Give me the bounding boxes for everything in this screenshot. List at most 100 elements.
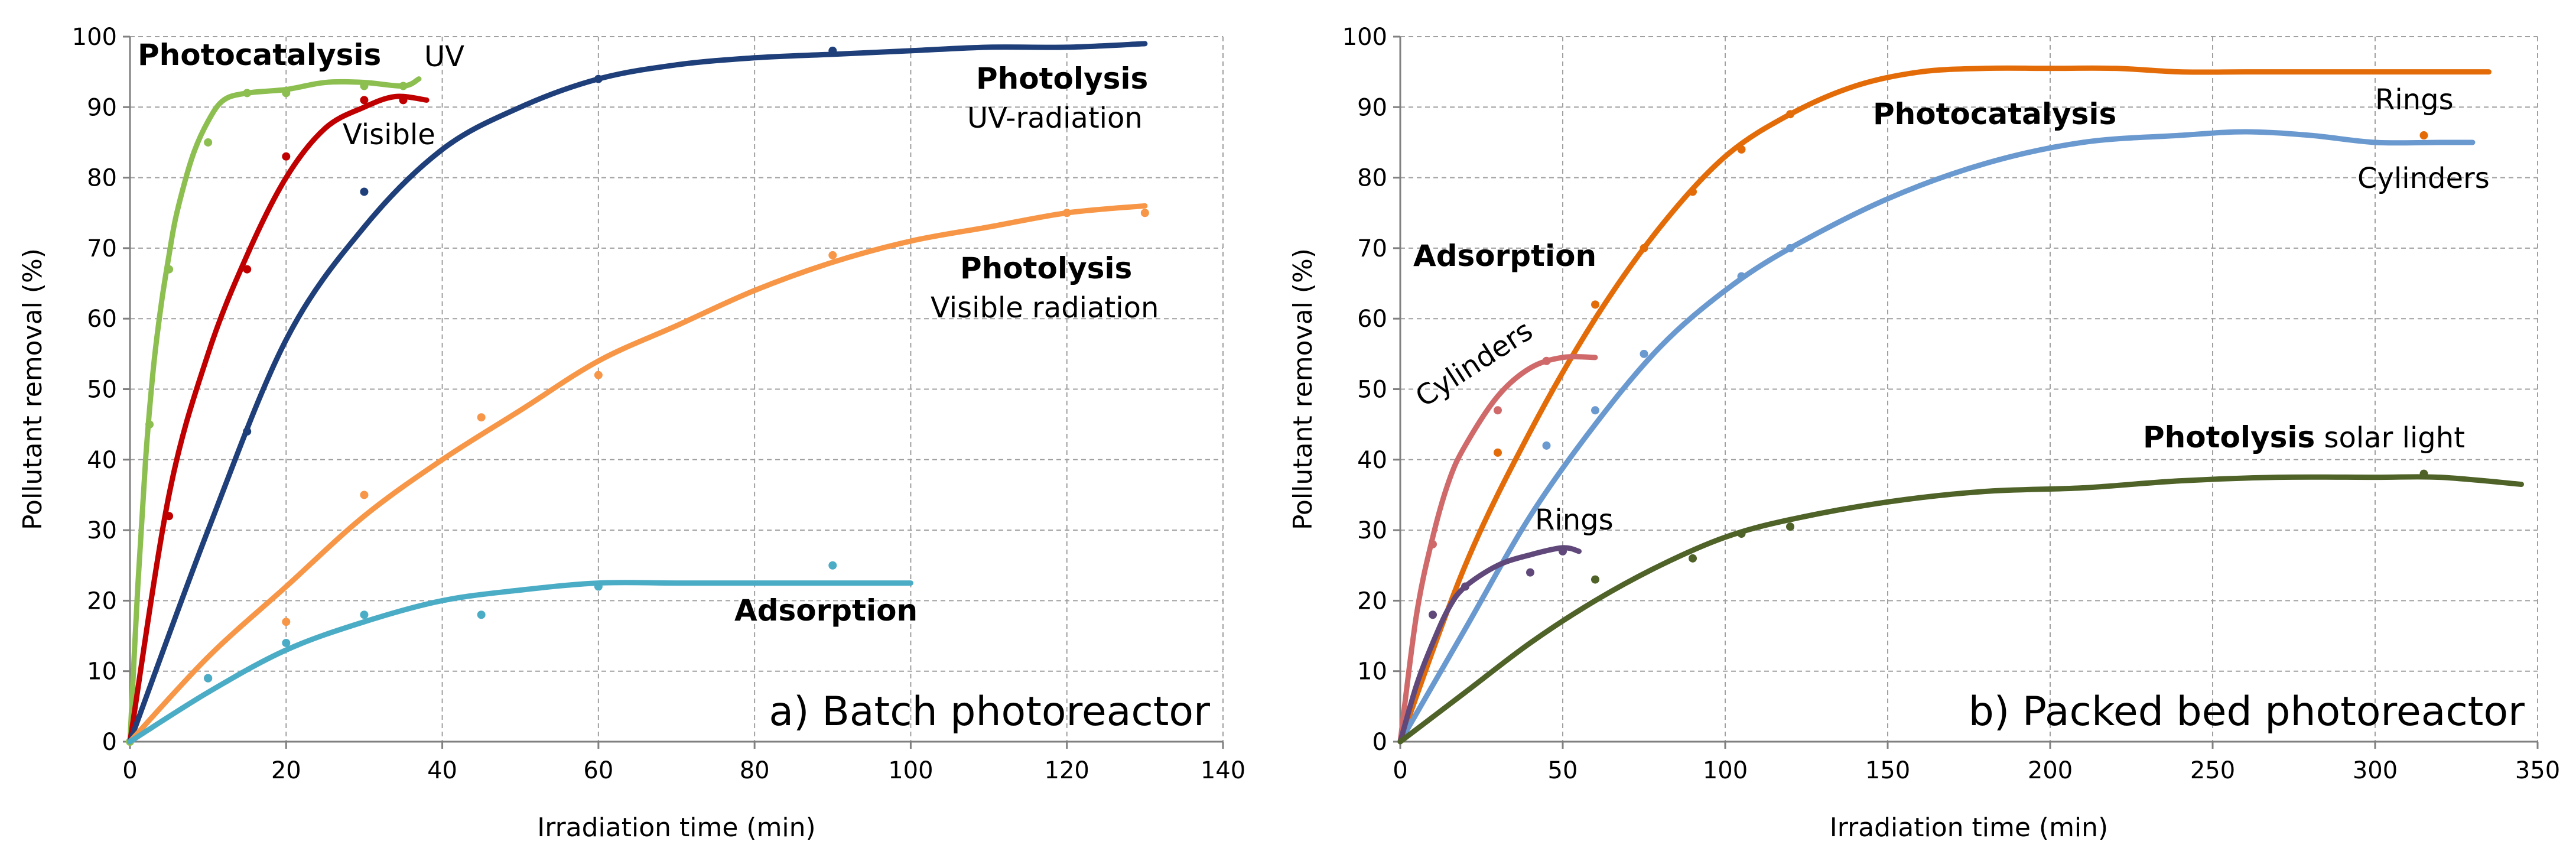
- data-point-b-photocatalysis-rings: [1689, 187, 1697, 196]
- annotation-photolysis-b: Photolysis: [2143, 420, 2315, 454]
- fit-line-a-photolysis-uv-radiation: [127, 41, 1148, 745]
- x-axis-title-a: Irradiation time (min): [537, 813, 815, 843]
- annotation-adsorption-a: Adsorption: [734, 593, 918, 628]
- panel-a-annotations: Photocatalysis UV Visible Photolysis UV-…: [138, 38, 1159, 628]
- x-tick-label-b: 250: [2190, 757, 2235, 784]
- data-point-b-adsorption-rings: [1429, 610, 1437, 619]
- data-point-b-photolysis-solar-light: [1591, 575, 1599, 584]
- y-tick-label-a: 40: [87, 447, 117, 474]
- panel-label-b: b) Packed bed photoreactor: [1969, 688, 2525, 735]
- series-a-photocatalysis-visible: [127, 93, 430, 745]
- data-point-a-adsorption: [360, 610, 369, 619]
- data-point-b-photocatalysis-rings: [1591, 300, 1599, 309]
- data-point-b-photocatalysis-rings: [1786, 110, 1794, 119]
- y-tick-label-a: 20: [87, 587, 117, 615]
- data-point-b-photocatalysis-rings: [1494, 448, 1502, 457]
- data-point-b-photocatalysis-rings: [1737, 145, 1746, 154]
- data-point-a-photocatalysis-uv: [360, 82, 369, 90]
- data-point-a-photocatalysis-uv: [145, 420, 154, 429]
- y-tick-label-a: 70: [87, 235, 117, 262]
- y-tick-label-b: 80: [1357, 165, 1387, 192]
- fit-line-b-photocatalysis-cylinders: [1397, 129, 2476, 745]
- data-point-a-photocatalysis-uv: [282, 89, 291, 98]
- data-point-a-photolysis-visible-radiation: [594, 371, 603, 379]
- data-point-a-photocatalysis-uv: [165, 265, 174, 274]
- data-point-b-adsorption-cylinders: [1494, 406, 1502, 415]
- y-tick-label-b: 20: [1357, 587, 1387, 615]
- fit-line-a-adsorption: [127, 580, 913, 745]
- y-tick-label-b: 0: [1372, 729, 1387, 756]
- y-tick-label-b: 10: [1357, 658, 1387, 686]
- chart-panel-b: 0 10 20 30 40 50 60 70 80 90 100 0 50 100 150 200 250 300…: [1288, 24, 2560, 843]
- data-point-b-photolysis-solar-light: [1737, 530, 1746, 538]
- x-tick-label-a: 40: [427, 757, 457, 784]
- annotation-rings-bottom: Rings: [1535, 504, 1614, 537]
- panel-b-annotations: Rings Photocatalysis Cylinders Adsorptio…: [1410, 83, 2490, 537]
- fit-line-a-photocatalysis-visible: [127, 93, 430, 745]
- x-tick-label-a: 0: [122, 757, 137, 784]
- fit-line-b-adsorption-rings: [1397, 545, 1582, 745]
- data-point-a-photolysis-visible-radiation: [282, 618, 291, 626]
- data-point-b-photolysis-solar-light: [2419, 469, 2428, 478]
- x-tick-label-a: 100: [888, 757, 933, 784]
- annotation-photocatalysis-b: Photocatalysis: [1873, 97, 2116, 131]
- data-point-a-adsorption: [477, 610, 486, 619]
- data-point-a-photocatalysis-visible: [243, 265, 252, 274]
- data-point-a-photocatalysis-uv: [204, 138, 213, 147]
- y-tick-label-b: 70: [1357, 235, 1387, 262]
- data-point-a-photolysis-visible-radiation: [1062, 209, 1071, 217]
- data-point-b-adsorption-rings: [1461, 582, 1469, 591]
- data-point-a-photocatalysis-visible: [399, 96, 408, 105]
- x-tick-label-b: 350: [2515, 757, 2560, 784]
- data-point-b-adsorption-cylinders: [1542, 356, 1551, 365]
- fit-line-b-photolysis-solar-light: [1397, 474, 2524, 745]
- y-tick-label-b: 90: [1357, 94, 1387, 121]
- y-tick-label-a: 80: [87, 165, 117, 192]
- data-point-a-photolysis-visible-radiation: [360, 491, 369, 499]
- data-point-b-photocatalysis-cylinders: [1591, 406, 1599, 415]
- data-point-b-photocatalysis-cylinders: [1542, 441, 1551, 450]
- series-b-photocatalysis-rings: [1397, 65, 2492, 745]
- x-tick-label-b: 0: [1393, 757, 1407, 784]
- y-axis-title-a: Pollutant removal (%): [18, 248, 48, 530]
- fit-line-a-photolysis-visible-radiation: [127, 203, 1148, 745]
- x-tick-label-a: 60: [583, 757, 613, 784]
- x-tick-label-b: 150: [1865, 757, 1910, 784]
- y-tick-label-a: 100: [72, 24, 117, 51]
- chart-panel-a: 0 10 20 30 40 50 60 70 80 90 100 0 20 40 60 80 100 120 140…: [18, 24, 1245, 843]
- fit-line-a-photocatalysis-uv: [127, 76, 422, 745]
- data-point-a-photocatalysis-visible: [360, 96, 369, 105]
- annotation-photolysis-visible: Photolysis: [960, 251, 1132, 285]
- data-point-a-photolysis-uv-radiation: [828, 46, 837, 55]
- y-axis-title-b: Pollutant removal (%): [1288, 248, 1318, 530]
- annotation-solar-light: solar light: [2315, 421, 2465, 454]
- x-tick-label-b: 200: [2028, 757, 2073, 784]
- x-tick-label-a: 80: [740, 757, 770, 784]
- data-point-a-photolysis-uv-radiation: [594, 74, 603, 83]
- annotation-adsorption-b: Adsorption: [1413, 239, 1596, 273]
- annotation-uv: UV: [424, 40, 464, 73]
- y-tick-label-b: 50: [1357, 376, 1387, 404]
- y-tick-label-b: 100: [1342, 24, 1387, 51]
- data-point-a-photolysis-visible-radiation: [828, 251, 837, 259]
- data-point-b-photocatalysis-cylinders: [1640, 349, 1648, 358]
- data-point-b-photocatalysis-cylinders: [1737, 272, 1746, 281]
- series-a-photolysis-uv-radiation: [127, 41, 1148, 745]
- data-point-a-photolysis-uv-radiation: [243, 427, 252, 436]
- x-axis-title-b: Irradiation time (min): [1830, 813, 2108, 843]
- annotation-photolysis-uv: Photolysis: [976, 61, 1148, 96]
- annotation-photolysis-solar: Photolysis solar light: [2143, 420, 2465, 454]
- series-a-adsorption: [127, 561, 913, 745]
- series-a-photolysis-visible-radiation: [127, 203, 1149, 745]
- data-point-a-photocatalysis-uv: [243, 89, 252, 98]
- data-point-b-photolysis-solar-light: [1786, 522, 1794, 531]
- data-point-a-photolysis-visible-radiation: [477, 413, 486, 422]
- x-tick-label-a: 20: [271, 757, 301, 784]
- y-tick-label-a: 10: [87, 658, 117, 686]
- y-tick-label-a: 90: [87, 94, 117, 121]
- annotation-uv-radiation: UV-radiation: [967, 102, 1143, 135]
- panel-label-a: a) Batch photoreactor: [769, 688, 1210, 735]
- annotation-visible-radiation: Visible radiation: [931, 291, 1159, 324]
- x-tick-label-a: 120: [1045, 757, 1089, 784]
